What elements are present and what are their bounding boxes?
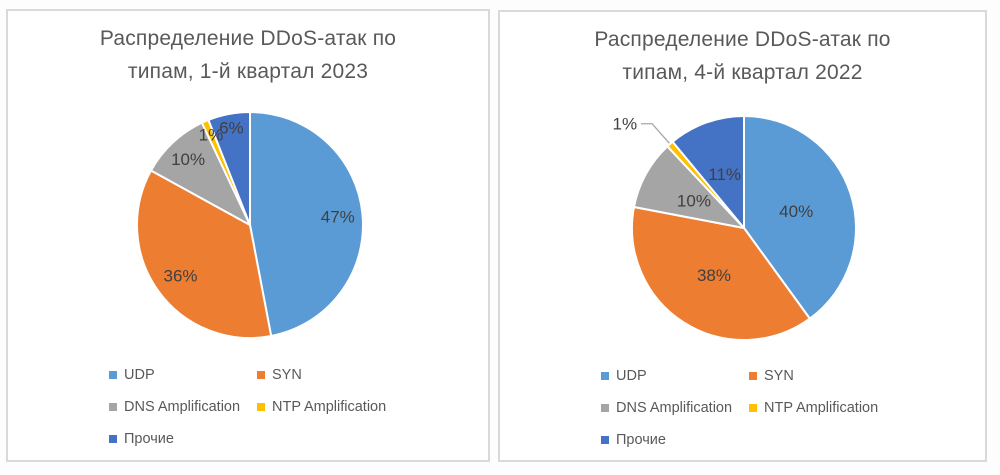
data-label-syn: 36% bbox=[164, 266, 198, 285]
legend-label: NTP Amplification bbox=[764, 400, 879, 416]
data-label-dns-amplification: 10% bbox=[677, 191, 711, 210]
legend-marker-прочие bbox=[109, 435, 117, 443]
pie-slice-udp bbox=[249, 111, 364, 337]
legend-marker-прочие bbox=[601, 436, 609, 444]
chart-title-line2: типам, 4-й квартал 2022 bbox=[622, 61, 863, 84]
legend-marker-syn bbox=[749, 372, 757, 380]
chart-title-line1: Распределение DDoS-атак по bbox=[594, 28, 891, 51]
pie-slice-syn bbox=[631, 206, 811, 341]
legend-marker-udp bbox=[109, 371, 117, 379]
data-label-прочие: 11% bbox=[708, 165, 741, 184]
legend-label: Прочие bbox=[124, 431, 174, 447]
legend-label: Прочие bbox=[616, 432, 666, 448]
legend-item-syn: SYN bbox=[257, 365, 386, 385]
chart-legend: UDP SYN DNS Amplification NTP Amplification… bbox=[109, 365, 386, 449]
pie-slice-dns-amplification bbox=[149, 121, 251, 226]
chart-panel-q4-2022: Распределение DDoS-атак по типам, 4-й кв… bbox=[498, 10, 987, 462]
chart-title: Распределение DDoS-атак по типам, 4-й кв… bbox=[500, 12, 985, 89]
legend-item-dns-amplification: DNS Amplification bbox=[601, 398, 749, 418]
legend-item-прочие: Прочие bbox=[109, 429, 257, 449]
chart-panel-q1-2023: Распределение DDoS-атак по типам, 1-й кв… bbox=[6, 9, 490, 462]
legend-marker-ntp-amplification bbox=[749, 404, 757, 412]
data-label-ntp-amplification: 1% bbox=[199, 126, 224, 145]
legend-label: SYN bbox=[272, 367, 302, 383]
legend-label: SYN bbox=[764, 368, 794, 384]
data-label-dns-amplification: 10% bbox=[171, 150, 205, 169]
chart-title-line1: Распределение DDoS-атак по bbox=[99, 27, 397, 50]
data-label-ntp-amplification: 1% bbox=[613, 115, 638, 134]
data-label-udp: 40% bbox=[779, 202, 813, 221]
legend-item-ntp-amplification: NTP Amplification bbox=[749, 398, 878, 418]
pie-slice-udp bbox=[743, 115, 857, 320]
legend-label: NTP Amplification bbox=[272, 399, 387, 415]
data-label-udp: 47% bbox=[321, 208, 355, 227]
legend-item-прочие: Прочие bbox=[601, 430, 749, 450]
data-label-прочие: 6% bbox=[219, 118, 244, 137]
legend-item-dns-amplification: DNS Amplification bbox=[109, 397, 257, 417]
legend-label: DNS Amplification bbox=[616, 400, 733, 416]
label-leader-line bbox=[641, 123, 670, 144]
pie-slice-syn bbox=[136, 169, 273, 339]
chart-title: Распределение DDoS-атак по типам, 1-й кв… bbox=[8, 11, 488, 88]
pie-slice-прочие bbox=[207, 111, 251, 226]
chart-title-line2: типам, 1-й квартал 2023 bbox=[127, 60, 369, 83]
legend-marker-udp bbox=[601, 372, 609, 380]
legend-label: UDP bbox=[616, 368, 647, 384]
legend-label: UDP bbox=[124, 367, 155, 383]
pie-chart-q1-2023: 47% 36% 10% 1%6% bbox=[136, 111, 364, 339]
legend-marker-dns-amplification bbox=[109, 403, 117, 411]
legend-marker-ntp-amplification bbox=[257, 403, 265, 411]
data-label-syn: 38% bbox=[697, 266, 731, 285]
legend-marker-dns-amplification bbox=[601, 404, 609, 412]
legend-marker-syn bbox=[257, 371, 265, 379]
legend-item-udp: UDP bbox=[109, 365, 257, 385]
pie-chart-q4-2022: 40% 38% 10% 1% 11% bbox=[613, 115, 857, 341]
legend-item-ntp-amplification: NTP Amplification bbox=[257, 397, 386, 417]
legend-item-syn: SYN bbox=[749, 366, 878, 386]
legend-label: DNS Amplification bbox=[124, 399, 241, 415]
pie-slice-прочие bbox=[671, 115, 745, 229]
legend-item-udp: UDP bbox=[601, 366, 749, 386]
chart-legend: UDP SYN DNS Amplification NTP Amplification… bbox=[601, 366, 878, 450]
